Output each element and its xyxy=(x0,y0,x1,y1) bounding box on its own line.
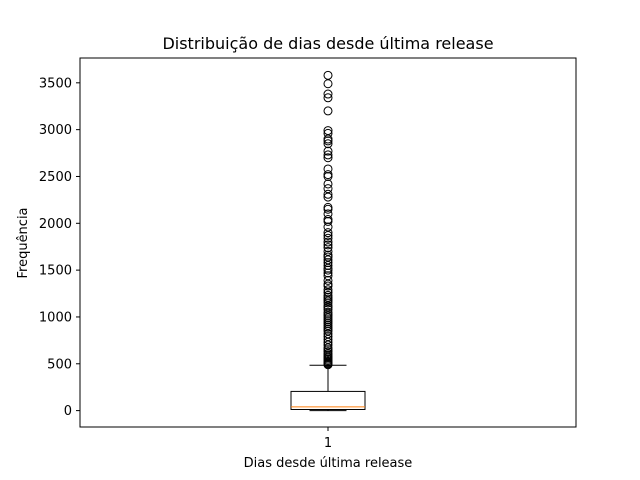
y-tick-label: 1000 xyxy=(39,310,72,325)
outlier-point xyxy=(323,209,333,219)
outlier-point xyxy=(323,332,333,342)
outlier-point xyxy=(323,89,333,99)
y-tick-label: 500 xyxy=(47,357,72,372)
x-tick-label: 1 xyxy=(324,436,332,451)
outlier-point xyxy=(323,246,333,256)
outlier-point xyxy=(323,202,333,212)
outlier-point xyxy=(323,222,333,232)
outlier-point xyxy=(323,216,333,226)
outlier-point xyxy=(323,189,333,199)
outlier-point xyxy=(323,171,333,181)
outlier-point xyxy=(323,153,333,163)
outlier-point xyxy=(323,184,333,194)
outlier-point xyxy=(323,228,333,238)
x-axis-label: Dias desde última release xyxy=(244,456,413,471)
outlier-point xyxy=(323,307,333,317)
outlier-point xyxy=(323,258,333,268)
outlier-point xyxy=(323,285,333,295)
outlier-point xyxy=(323,215,333,225)
outlier-point xyxy=(323,126,333,136)
outlier-point xyxy=(323,204,333,214)
outlier-point xyxy=(323,150,333,160)
outlier-point xyxy=(323,240,333,250)
outlier-point xyxy=(323,271,333,281)
outlier-point xyxy=(323,268,333,278)
x-axis: 1 xyxy=(324,427,332,451)
outlier-point xyxy=(323,128,333,138)
outlier-point xyxy=(323,275,333,285)
box-plot-elements xyxy=(290,70,366,412)
chart-title: Distribuição de dias desde última releas… xyxy=(162,34,493,53)
y-axis-label: Frequência xyxy=(16,207,31,278)
outlier-point xyxy=(323,290,333,300)
y-tick-label: 3000 xyxy=(39,123,72,138)
outlier-point xyxy=(323,233,333,243)
outlier-point xyxy=(323,79,333,89)
y-tick-label: 0 xyxy=(64,404,72,419)
outlier-point xyxy=(323,106,333,116)
y-tick-label: 2000 xyxy=(39,217,72,232)
outlier-point xyxy=(323,93,333,103)
y-tick-label: 1500 xyxy=(39,264,72,279)
y-tick-label: 3500 xyxy=(39,76,72,91)
outlier-point xyxy=(323,250,333,260)
y-tick-label: 2500 xyxy=(39,170,72,185)
outlier-point xyxy=(323,179,333,189)
outlier-point xyxy=(323,139,333,149)
iqr-box xyxy=(290,390,366,410)
y-axis: 0 500 1000 1500 2000 2500 3000 3500 xyxy=(39,76,80,419)
outlier-point xyxy=(323,146,333,156)
outlier-point xyxy=(323,70,333,80)
outlier-point xyxy=(323,164,333,174)
outlier-point xyxy=(323,170,333,180)
outlier-point xyxy=(323,243,333,253)
outlier-point xyxy=(323,237,333,247)
